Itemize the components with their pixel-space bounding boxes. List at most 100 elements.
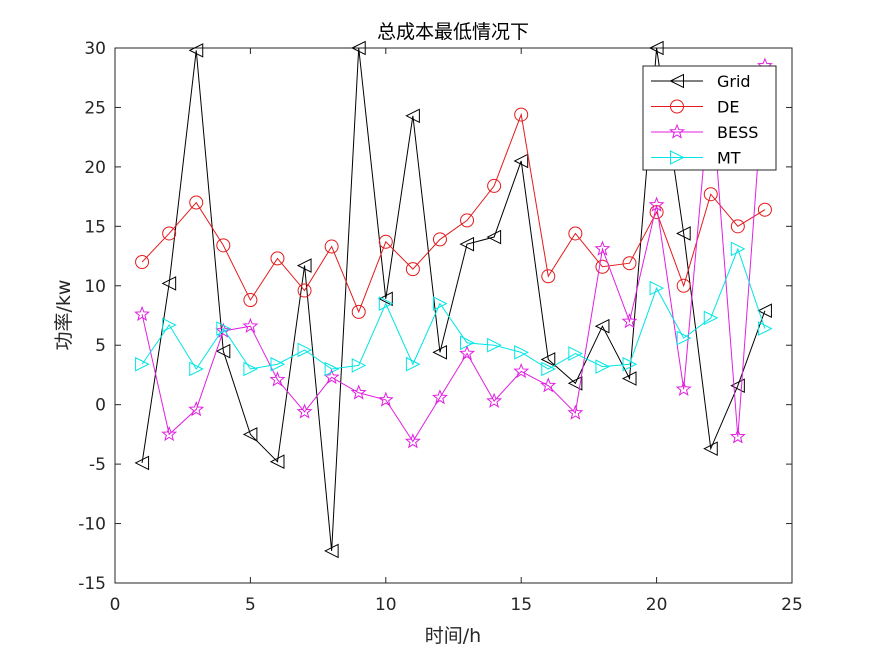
legend-item-grid: Grid (651, 72, 751, 91)
data-point-de (162, 226, 177, 241)
data-point-de (216, 238, 231, 253)
data-point-bess (215, 322, 232, 338)
y-tick-label: 0 (95, 396, 106, 416)
data-point-grid (594, 318, 610, 334)
chart-title: 总成本最低情况下 (377, 21, 529, 43)
data-point-grid (459, 236, 475, 252)
data-point-grid (567, 375, 583, 391)
data-point-grid (757, 303, 772, 319)
series-line-mt (141, 247, 766, 370)
data-point-bess (621, 313, 638, 329)
data-point-grid (351, 40, 366, 56)
legend-label-de: DE (717, 98, 739, 117)
legend-marker-bess (669, 123, 685, 139)
x-tick-label: 15 (510, 595, 532, 615)
data-point-de (703, 187, 718, 202)
legend-item-de: DE (651, 98, 739, 117)
data-point-mt (568, 346, 583, 361)
data-point-mt (378, 296, 394, 311)
data-point-grid (405, 108, 420, 124)
data-point-de (297, 283, 312, 298)
x-axis-title: 时间/h (425, 625, 481, 647)
data-point-mt (297, 342, 313, 358)
y-tick-label: 15 (84, 217, 106, 237)
data-point-de (541, 269, 556, 284)
data-point-grid (432, 345, 447, 360)
data-point-mt (676, 330, 692, 346)
data-point-grid (215, 343, 231, 359)
data-point-de (757, 202, 772, 217)
data-point-mt (460, 335, 475, 351)
legend-marker-mt (670, 150, 685, 165)
series-line-bess (141, 65, 766, 443)
legend-item-bess: BESS (651, 123, 758, 142)
data-point-mt (216, 321, 231, 336)
data-point-bess (729, 428, 746, 444)
data-point-mt (243, 361, 259, 377)
legend: Grid DE BESS MT (642, 65, 777, 171)
data-point-mt (541, 361, 556, 377)
data-point-bess (377, 391, 394, 407)
data-point-de (378, 234, 393, 249)
data-point-bess (350, 384, 367, 400)
data-point-de (432, 232, 447, 247)
series-de (135, 107, 772, 319)
y-tick-label: -10 (78, 515, 106, 535)
data-point-mt (622, 356, 638, 372)
y-axis-title: 功率/kw (53, 280, 75, 351)
data-point-bess (296, 403, 313, 419)
y-tick-label: 30 (84, 39, 106, 59)
data-point-bess (404, 433, 421, 449)
data-point-mt (351, 358, 367, 373)
x-tick-label: 25 (781, 595, 803, 615)
data-point-bess (242, 317, 259, 333)
data-point-de (351, 304, 366, 319)
x-tick-label: 10 (375, 595, 397, 615)
data-point-mt (162, 317, 177, 333)
data-point-grid (324, 543, 339, 559)
data-point-grid (378, 291, 393, 307)
data-point-mt (649, 280, 665, 296)
data-point-bess (161, 425, 178, 442)
legend-item-mt: MT (651, 149, 741, 168)
data-point-de (622, 256, 637, 271)
data-point-grid (161, 276, 177, 291)
data-point-grid (730, 378, 745, 393)
data-point-de (514, 107, 529, 122)
x-tick-label: 20 (646, 595, 668, 615)
data-point-bess (594, 240, 611, 256)
data-point-bess (513, 362, 530, 379)
data-point-mt (189, 361, 204, 377)
data-point-mt (703, 310, 719, 326)
data-point-grid (242, 427, 258, 442)
legend-marker-grid (669, 73, 684, 89)
x-tick-label: 0 (110, 595, 121, 615)
data-point-bess (648, 196, 665, 212)
legend-label-mt: MT (717, 149, 741, 168)
data-point-grid (296, 258, 312, 273)
x-tick-label: 5 (245, 595, 256, 615)
data-point-bess (188, 401, 205, 417)
data-point-bess (486, 392, 503, 408)
data-point-de (270, 251, 285, 266)
data-point-grid (486, 229, 502, 245)
y-tick-label: 5 (95, 336, 106, 356)
data-point-mt (487, 337, 502, 353)
data-point-mt (270, 356, 286, 372)
data-point-grid (134, 455, 150, 471)
data-point-de (676, 278, 691, 293)
data-point-mt (757, 321, 773, 336)
data-point-bess (431, 389, 448, 405)
data-point-de (243, 293, 258, 308)
legend-box (642, 65, 777, 171)
data-point-de (568, 226, 583, 241)
data-point-mt (514, 345, 529, 360)
data-point-grid (269, 454, 285, 470)
data-point-grid (648, 40, 664, 56)
y-tick-label: -5 (89, 455, 106, 475)
data-point-grid (188, 43, 204, 58)
data-point-mt (730, 241, 746, 257)
data-point-mt (405, 356, 421, 372)
data-point-grid (703, 441, 718, 456)
